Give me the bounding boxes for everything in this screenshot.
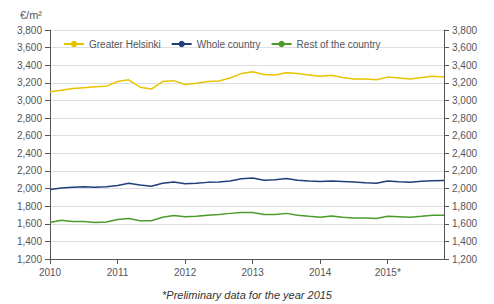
svg-text:2,400: 2,400 [17,148,42,159]
svg-text:3,600: 3,600 [452,42,477,53]
svg-text:2,000: 2,000 [452,183,477,194]
svg-text:3,800: 3,800 [452,25,477,36]
svg-text:2015*: 2015* [375,267,401,278]
svg-text:Whole country: Whole country [197,39,261,50]
svg-text:2,200: 2,200 [452,165,477,176]
svg-text:*Preliminary data for the year: *Preliminary data for the year 2015 [162,289,333,301]
svg-text:3,400: 3,400 [452,60,477,71]
svg-text:2,600: 2,600 [17,130,42,141]
svg-text:3,800: 3,800 [17,25,42,36]
svg-text:1,600: 1,600 [17,218,42,229]
svg-text:2013: 2013 [242,267,265,278]
svg-text:2,600: 2,600 [452,130,477,141]
svg-text:1,600: 1,600 [452,218,477,229]
svg-text:3,600: 3,600 [17,42,42,53]
svg-text:1,200: 1,200 [452,254,477,265]
svg-text:3,200: 3,200 [17,77,42,88]
svg-text:2,400: 2,400 [452,148,477,159]
svg-text:3,000: 3,000 [452,95,477,106]
svg-text:2011: 2011 [107,267,129,278]
svg-text:2014: 2014 [309,267,332,278]
svg-text:1,400: 1,400 [452,236,477,247]
svg-text:2,800: 2,800 [452,113,477,124]
svg-text:2,200: 2,200 [17,165,42,176]
svg-text:2,000: 2,000 [17,183,42,194]
svg-text:Rest of the country: Rest of the country [297,39,381,50]
svg-text:3,200: 3,200 [452,77,477,88]
svg-text:3,000: 3,000 [17,95,42,106]
svg-text:1,800: 1,800 [17,201,42,212]
svg-text:1,800: 1,800 [452,201,477,212]
svg-text:€/m²: €/m² [20,9,42,21]
svg-text:2,800: 2,800 [17,113,42,124]
svg-text:3,400: 3,400 [17,60,42,71]
svg-text:Greater Helsinki: Greater Helsinki [89,39,161,50]
svg-text:1,400: 1,400 [17,236,42,247]
svg-text:2010: 2010 [39,267,62,278]
svg-text:2012: 2012 [174,267,197,278]
svg-text:1,200: 1,200 [17,254,42,265]
